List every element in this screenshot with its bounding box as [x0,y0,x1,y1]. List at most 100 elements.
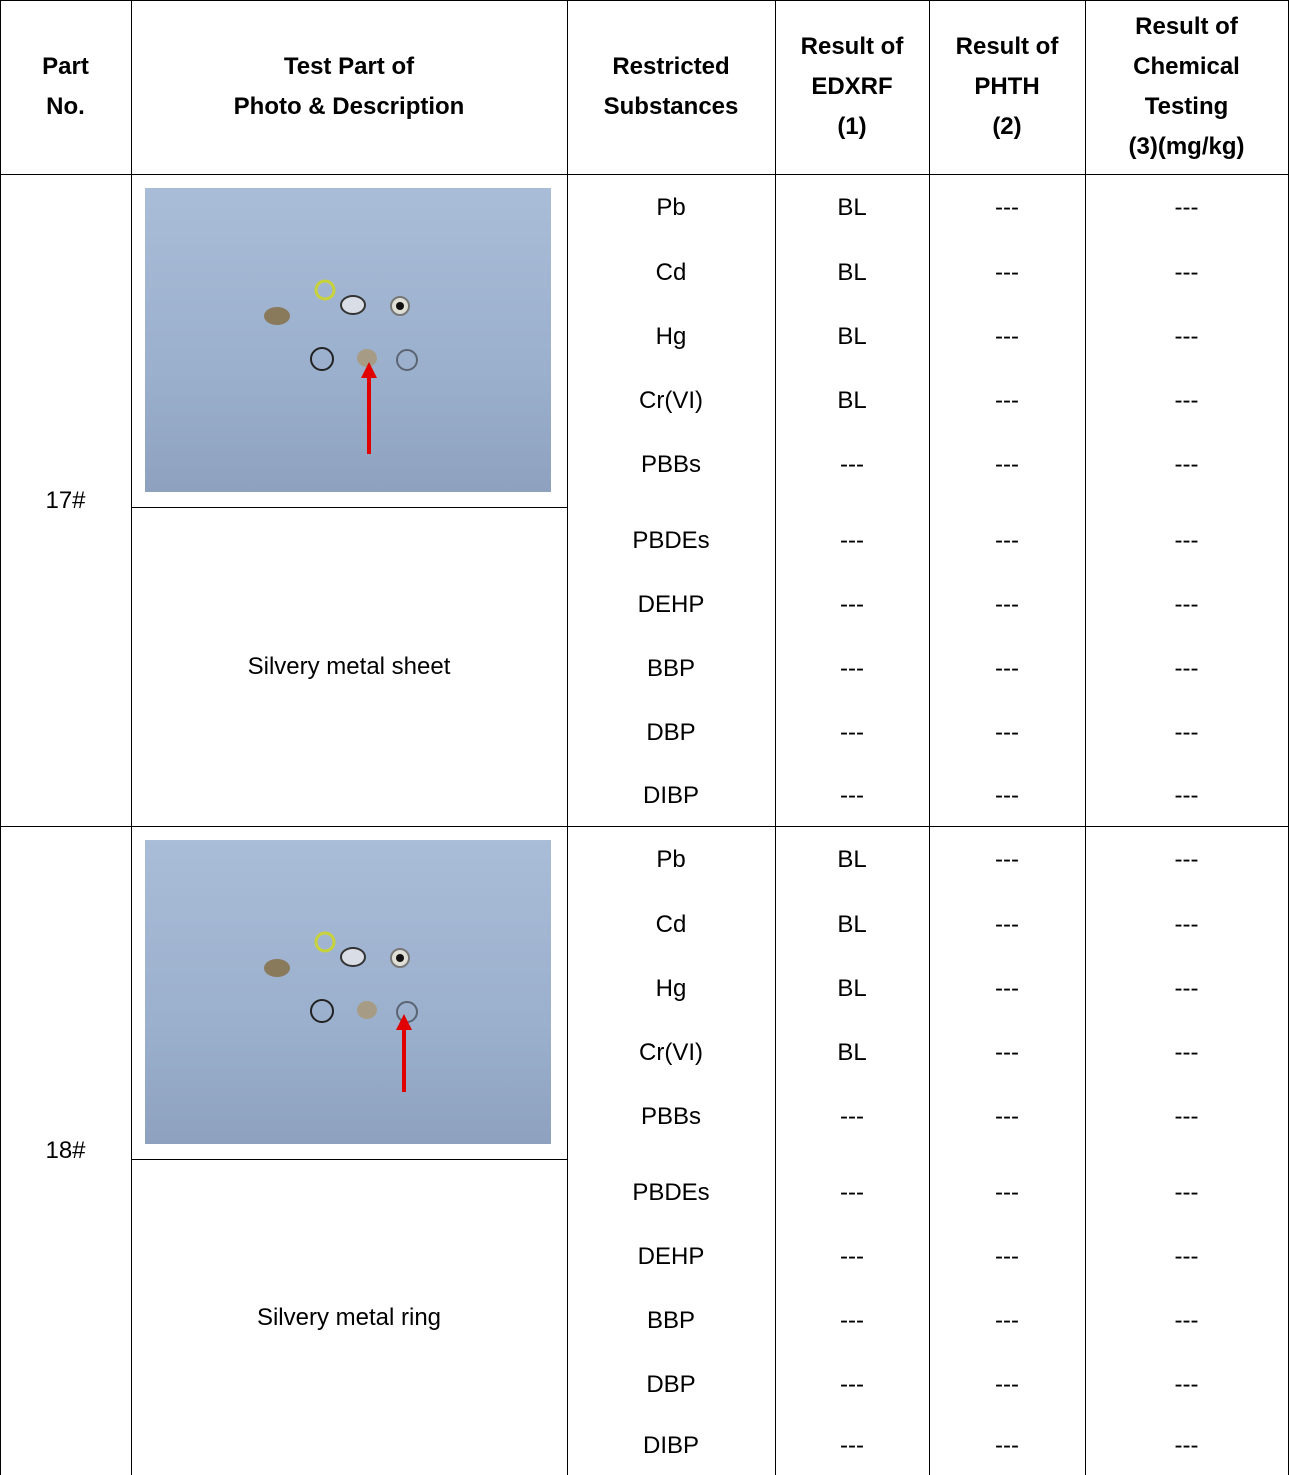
cell-substance-17-4: Cr(VI) [639,387,703,414]
yellow-ring [314,279,336,301]
cell-substance-18-9: DBP [646,1371,696,1398]
cell-edxrf-17-5: --- [840,451,864,478]
cell-substance-18-1: Pb [656,846,686,873]
header-chemical: Result of Chemical Testing (3)(mg/kg) [1128,13,1245,160]
header-restricted-substances: Restricted Substances [603,53,739,120]
cell-phth-18-2: --- [995,911,1019,938]
cell-chemical-18-8: --- [1174,1307,1199,1334]
cell-edxrf-17-1: BL [837,194,867,221]
table-top-border [0,0,1289,1]
cell-chemical-17-4: --- [1174,387,1199,414]
cell-chemical-18-5: --- [1174,1103,1199,1130]
photo-description-divider-17 [131,507,567,508]
cell-edxrf-17-2: BL [837,259,867,286]
cell-chemical-18-1: --- [1174,846,1199,873]
cell-edxrf-18-6: --- [840,1179,864,1206]
cell-chemical-17-10: --- [1174,782,1199,809]
cell-edxrf-18-1: BL [837,846,867,873]
indicator-arrow-18 [396,1014,412,1030]
header-phth: Result of PHTH (2) [955,33,1059,140]
silver-ring [396,349,418,371]
table-left-border [0,0,1,1475]
indicator-arrow-17 [361,362,377,378]
cell-chemical-17-8: --- [1174,655,1199,682]
cell-chemical-17-9: --- [1174,719,1199,746]
cell-phth-17-4: --- [995,387,1019,414]
cell-edxrf-18-4: BL [837,1039,867,1066]
cell-substance-17-10: DIBP [642,782,699,809]
cell-phth-17-2: --- [995,259,1019,286]
photo-description-divider-18 [131,1159,567,1160]
cell-substance-17-3: Hg [655,323,687,350]
cell-phth-18-9: --- [995,1371,1019,1398]
metal-sheet [357,349,377,367]
description-18: Silvery metal ring [256,1303,442,1331]
cell-chemical-17-6: --- [1174,527,1199,554]
sample-photo-17 [145,188,551,492]
description-17: Silvery metal sheet [247,653,451,680]
col-divider-4 [929,0,930,1475]
sample-photo-18-svg [145,840,551,1144]
cell-phth-17-5: --- [995,451,1019,478]
cell-edxrf-18-10: --- [840,1432,864,1459]
cell-substance-18-5: PBBs [640,1103,702,1130]
header-part-no: Part No. [42,53,89,120]
cell-chemical-17-5: --- [1174,451,1199,478]
col-divider-3 [775,0,776,1475]
cell-chemical-18-4: --- [1174,1039,1199,1066]
header-test-part: Test Part of Photo & Description [233,53,465,120]
cell-phth-17-1: --- [995,194,1019,221]
cell-chemical-18-3: --- [1174,975,1199,1002]
cell-substance-17-8: BBP [646,655,696,682]
cell-phth-18-7: --- [995,1243,1019,1270]
cell-edxrf-17-10: --- [840,782,864,809]
cell-edxrf-18-9: --- [840,1371,864,1398]
cell-phth-18-8: --- [995,1307,1019,1334]
cell-substance-17-2: Cd [655,259,687,286]
brass-part [264,307,290,325]
cell-edxrf-17-8: --- [840,655,864,682]
cell-phth-17-9: --- [995,719,1019,746]
cell-phth-18-6: --- [995,1179,1019,1206]
col-divider-1 [131,0,132,1475]
cell-phth-18-4: --- [995,1039,1019,1066]
cell-substance-18-6: PBDEs [632,1179,710,1206]
col-divider-2 [567,0,568,1475]
cell-substance-17-7: DEHP [637,591,705,618]
cell-phth-18-5: --- [995,1103,1019,1130]
part-separator [0,826,1289,827]
cell-chemical-18-6: --- [1174,1179,1199,1206]
cell-edxrf-17-9: --- [840,719,864,746]
cell-edxrf-18-7: --- [840,1243,864,1270]
sample-photo-17-svg [145,188,551,492]
cell-phth-18-1: --- [995,846,1019,873]
part-no-17: 17# [45,486,86,514]
cell-chemical-17-2: --- [1174,259,1199,286]
cell-substance-18-7: DEHP [637,1243,705,1270]
cell-chemical-17-1: --- [1174,194,1199,221]
cell-chemical-17-7: --- [1174,591,1199,618]
cell-substance-18-10: DIBP [642,1432,699,1459]
cell-phth-17-6: --- [995,527,1019,554]
sample-photo-18 [145,840,551,1144]
col-divider-5 [1085,0,1086,1475]
cell-phth-17-7: --- [995,591,1019,618]
cell-phth-18-3: --- [995,975,1019,1002]
cell-chemical-18-9: --- [1174,1371,1199,1398]
cell-substance-17-9: DBP [646,719,696,746]
cell-substance-18-2: Cd [655,911,687,938]
cell-chemical-18-2: --- [1174,911,1199,938]
cell-substance-18-3: Hg [655,975,687,1002]
part-no-18: 18# [45,1137,86,1164]
cell-edxrf-17-7: --- [840,591,864,618]
cell-edxrf-18-5: --- [840,1103,864,1130]
cell-substance-18-4: Cr(VI) [639,1039,703,1066]
black-ring [310,347,334,371]
cell-substance-17-5: PBBs [640,451,702,478]
cell-substance-17-6: PBDEs [632,527,710,554]
cell-edxrf-18-3: BL [837,975,867,1002]
cell-phth-17-3: --- [995,323,1019,350]
cell-edxrf-17-6: --- [840,527,864,554]
header-bottom-border [0,174,1289,175]
cell-edxrf-18-8: --- [840,1307,864,1334]
